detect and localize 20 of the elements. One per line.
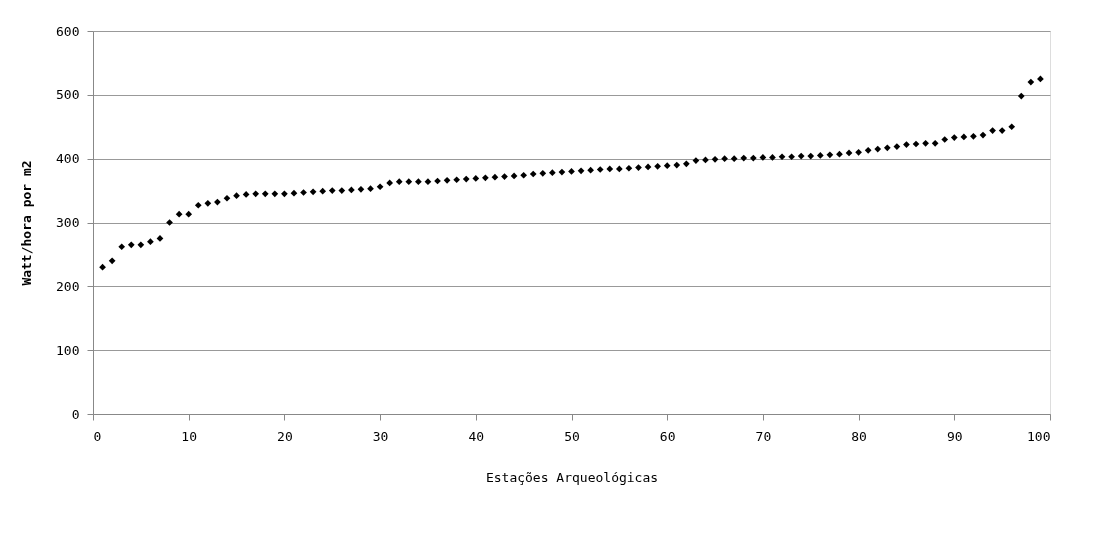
x-tick-label: 10 <box>181 428 198 444</box>
y-tick-label: 500 <box>56 87 80 103</box>
x-tick-label: 100 <box>1027 428 1051 444</box>
y-tick-label: 300 <box>56 215 80 230</box>
x-tick-label: 40 <box>468 428 485 444</box>
x-tick-label: 80 <box>851 428 867 444</box>
y-tick-label: 100 <box>56 342 80 358</box>
x-tick-label: 30 <box>372 428 389 444</box>
x-axis-title: Estações Arqueológicas <box>485 469 659 485</box>
x-tick-label: 60 <box>659 428 676 444</box>
x-tick-label: 50 <box>564 428 580 444</box>
y-axis-title: Watt/hora por m2 <box>19 160 35 286</box>
y-tick-label: 0 <box>71 406 80 422</box>
x-tick-label: 20 <box>277 428 293 444</box>
x-tick-label: 0 <box>93 428 102 444</box>
y-tick-label: 200 <box>56 278 80 294</box>
y-tick-label: 600 <box>56 23 80 39</box>
x-tick-label: 90 <box>946 428 963 444</box>
y-tick-label: 400 <box>56 151 80 167</box>
x-tick-label: 70 <box>755 428 772 444</box>
